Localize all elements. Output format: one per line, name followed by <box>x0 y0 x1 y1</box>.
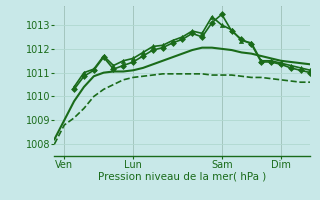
X-axis label: Pression niveau de la mer( hPa ): Pression niveau de la mer( hPa ) <box>98 172 267 182</box>
